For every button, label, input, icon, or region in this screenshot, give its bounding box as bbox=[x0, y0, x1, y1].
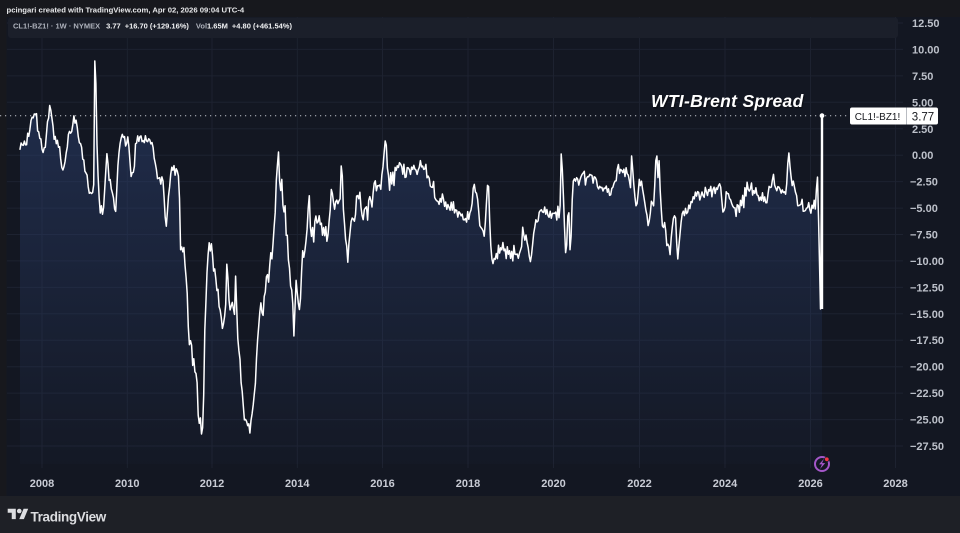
svg-text:−5.00: −5.00 bbox=[910, 203, 938, 215]
svg-text:2.50: 2.50 bbox=[912, 124, 933, 136]
svg-text:−20.00: −20.00 bbox=[910, 362, 944, 374]
svg-text:−7.50: −7.50 bbox=[910, 230, 938, 242]
svg-text:2026: 2026 bbox=[798, 478, 822, 490]
svg-text:−17.50: −17.50 bbox=[910, 335, 944, 347]
svg-text:WTI-Brent Spread: WTI-Brent Spread bbox=[652, 92, 805, 112]
svg-text:2018: 2018 bbox=[456, 478, 480, 490]
svg-text:0.00: 0.00 bbox=[912, 150, 933, 162]
svg-text:CL1!-BZ1!: CL1!-BZ1! bbox=[855, 112, 901, 123]
svg-text:TradingView: TradingView bbox=[31, 509, 107, 524]
svg-text:2016: 2016 bbox=[370, 478, 394, 490]
svg-text:−12.50: −12.50 bbox=[910, 282, 944, 294]
svg-text:12.50: 12.50 bbox=[912, 18, 940, 30]
svg-text:10.00: 10.00 bbox=[912, 44, 940, 56]
svg-text:2022: 2022 bbox=[627, 478, 651, 490]
svg-text:2028: 2028 bbox=[883, 478, 907, 490]
svg-text:5.00: 5.00 bbox=[912, 97, 933, 109]
svg-text:−15.00: −15.00 bbox=[910, 309, 944, 321]
svg-text:3.77: 3.77 bbox=[912, 111, 934, 123]
svg-text:7.50: 7.50 bbox=[912, 71, 933, 83]
svg-text:2014: 2014 bbox=[285, 478, 310, 490]
svg-text:2020: 2020 bbox=[541, 478, 565, 490]
svg-text:2010: 2010 bbox=[115, 478, 139, 490]
svg-text:2024: 2024 bbox=[713, 478, 738, 490]
svg-text:2012: 2012 bbox=[200, 478, 224, 490]
svg-text:WTI-Brent Spread: WTI-Brent Spread bbox=[651, 91, 804, 111]
svg-text:−27.50: −27.50 bbox=[910, 441, 944, 453]
svg-text:−25.00: −25.00 bbox=[910, 415, 944, 427]
svg-text:pcingari created with TradingV: pcingari created with TradingView.com, A… bbox=[7, 6, 245, 15]
svg-text:−22.50: −22.50 bbox=[910, 388, 944, 400]
svg-text:2008: 2008 bbox=[30, 478, 54, 490]
svg-text:−2.50: −2.50 bbox=[910, 177, 938, 189]
svg-text:−10.00: −10.00 bbox=[910, 256, 944, 268]
